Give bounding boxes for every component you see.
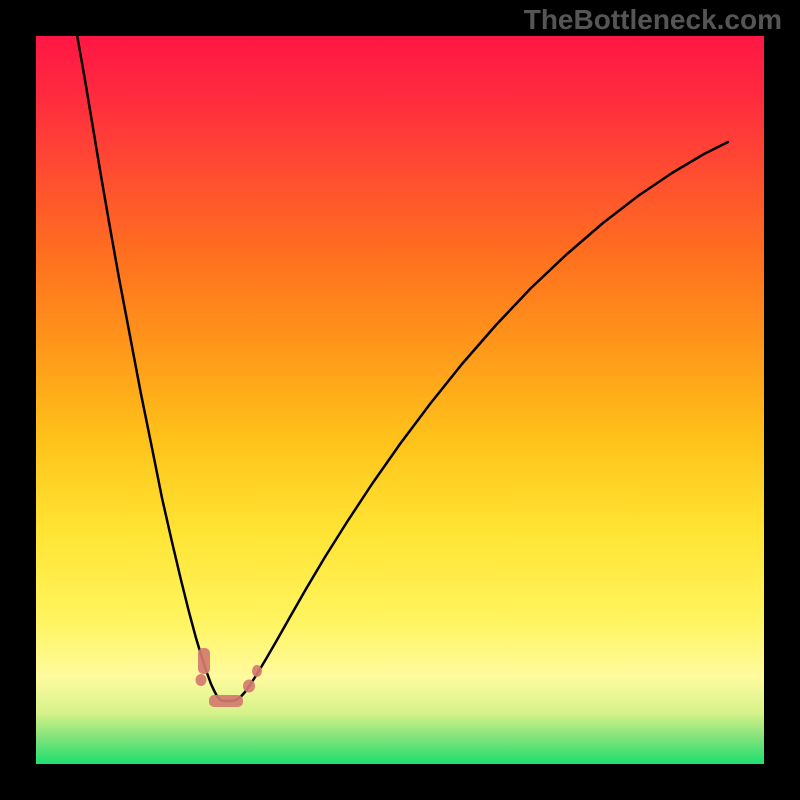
bottleneck-chart: TheBottleneck.com [0, 0, 800, 800]
data-marker [196, 674, 207, 686]
data-marker [198, 648, 210, 674]
bottleneck-curve [70, 36, 728, 701]
data-marker [209, 695, 243, 707]
data-marker [252, 665, 262, 677]
data-marker [243, 680, 255, 693]
chart-svg [36, 36, 764, 764]
watermark-text: TheBottleneck.com [524, 4, 782, 36]
plot-area [36, 36, 764, 764]
